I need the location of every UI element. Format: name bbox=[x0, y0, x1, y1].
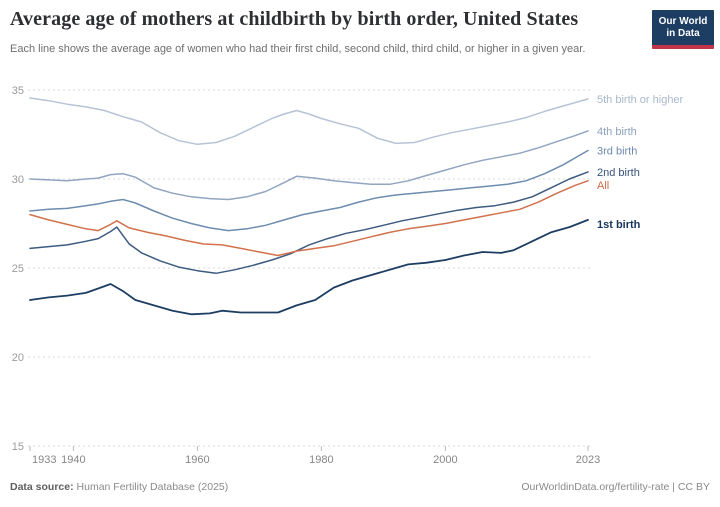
data-source-label: Data source: bbox=[10, 481, 74, 493]
owid-logo[interactable]: Our World in Data bbox=[652, 10, 714, 49]
series-label-1st-birth[interactable]: 1st birth bbox=[597, 219, 641, 231]
data-source: Data source: Human Fertility Database (2… bbox=[10, 481, 228, 493]
chart-subtitle: Each line shows the average age of women… bbox=[10, 43, 586, 55]
line-1st-birth[interactable] bbox=[29, 218, 589, 316]
data-source-value: Human Fertility Database (2025) bbox=[73, 481, 229, 493]
x-tick-label-1980: 1980 bbox=[309, 454, 333, 466]
series-label-2nd-birth[interactable]: 2nd birth bbox=[597, 167, 640, 179]
y-tick-label-35: 35 bbox=[12, 85, 24, 97]
y-tick-label-20: 20 bbox=[12, 352, 24, 364]
x-tick-label-1960: 1960 bbox=[185, 454, 209, 466]
y-tick-label-15: 15 bbox=[12, 441, 24, 453]
line-2nd-birth[interactable] bbox=[29, 171, 589, 275]
x-tick-label-2000: 2000 bbox=[433, 454, 457, 466]
chart-footer: Data source: Human Fertility Database (2… bbox=[10, 481, 710, 493]
owid-url-link[interactable]: OurWorldinData.org/fertility-rate | CC B… bbox=[521, 481, 710, 493]
owid-logo-line1: Our World bbox=[658, 16, 708, 27]
owid-logo-line2: in Data bbox=[666, 28, 700, 39]
y-tick-label-25: 25 bbox=[12, 263, 24, 275]
line-4th-birth[interactable] bbox=[29, 130, 589, 201]
line-3rd-birth[interactable] bbox=[29, 149, 589, 232]
line-chart-plot: 35 30 25 20 15 1933 1940 1960 1980 2000 2023 5th bi… bbox=[12, 85, 684, 466]
x-tick-label-1940: 1940 bbox=[61, 454, 85, 466]
line-all[interactable] bbox=[29, 180, 589, 257]
x-tick-label-1933: 1933 bbox=[32, 454, 56, 466]
y-tick-label-30: 30 bbox=[12, 174, 24, 186]
chart-title: Average age of mothers at childbirth by … bbox=[10, 8, 579, 30]
series-label-4th-birth[interactable]: 4th birth bbox=[597, 126, 637, 138]
series-label-5th-birth-or-higher[interactable]: 5th birth or higher bbox=[597, 94, 684, 106]
x-tick-label-2023: 2023 bbox=[576, 454, 600, 466]
line-5th-birth-or-higher[interactable] bbox=[29, 97, 589, 146]
series-label-3rd-birth[interactable]: 3rd birth bbox=[597, 146, 637, 158]
series-label-all[interactable]: All bbox=[597, 180, 609, 192]
